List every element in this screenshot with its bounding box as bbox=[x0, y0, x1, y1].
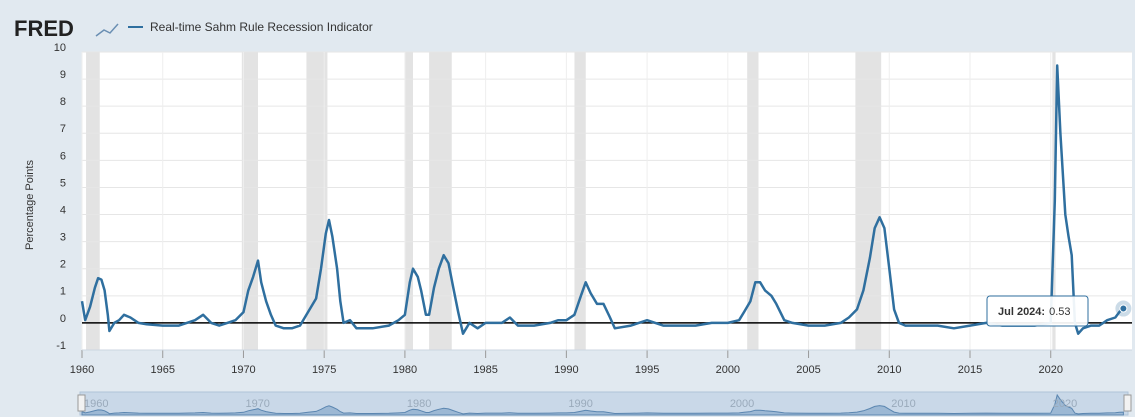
recession-band bbox=[574, 52, 586, 350]
tooltip-value: 0.53 bbox=[1049, 306, 1070, 318]
x-tick-label: 2010 bbox=[877, 364, 901, 376]
recession-band bbox=[86, 52, 100, 350]
series-line bbox=[80, 64, 1125, 335]
recession-band bbox=[404, 52, 413, 350]
y-tick-label: 3 bbox=[60, 232, 66, 244]
x-tick-label: 1980 bbox=[393, 364, 417, 376]
x-tick-label: 1965 bbox=[150, 364, 174, 376]
y-tick-label: 5 bbox=[60, 177, 66, 189]
legend-label[interactable]: Real-time Sahm Rule Recession Indicator bbox=[150, 20, 373, 34]
tooltip-label: Jul 2024: bbox=[998, 306, 1045, 318]
logo-icon bbox=[95, 23, 119, 37]
tooltip-text: Jul 2024: 0.53 bbox=[998, 306, 1071, 318]
x-tick-label: 2000 bbox=[716, 364, 740, 376]
y-tick-label: 6 bbox=[60, 150, 66, 162]
y-tick-label: 8 bbox=[60, 96, 66, 108]
x-tick-label: 1960 bbox=[70, 364, 94, 376]
navigator-label: 1960 bbox=[84, 398, 108, 410]
navigator-label: 2010 bbox=[891, 398, 915, 410]
y-tick-label: 4 bbox=[60, 204, 66, 216]
recession-band bbox=[306, 52, 328, 350]
x-tick-label: 1970 bbox=[231, 364, 255, 376]
navigator-area bbox=[81, 393, 1124, 416]
y-tick-label: 9 bbox=[60, 69, 66, 81]
y-tick-label: 1 bbox=[60, 286, 66, 298]
navigator-label: 1990 bbox=[568, 398, 592, 410]
recession-band bbox=[429, 52, 452, 350]
navigator-label: 2000 bbox=[730, 398, 754, 410]
x-tick-label: 1975 bbox=[312, 364, 336, 376]
logo[interactable]: FRED bbox=[14, 16, 74, 41]
y-tick-label: 0 bbox=[60, 313, 66, 325]
navigator-handle[interactable] bbox=[77, 394, 86, 412]
navigator-handle[interactable] bbox=[1123, 394, 1132, 412]
plot-area bbox=[82, 52, 1132, 350]
x-tick-label: 1990 bbox=[554, 364, 578, 376]
navigator-label: 1980 bbox=[407, 398, 431, 410]
navigator-label: 2020 bbox=[1053, 398, 1077, 410]
tooltip-box bbox=[986, 295, 1089, 327]
y-tick-label: 2 bbox=[60, 259, 66, 271]
y-tick-label: -1 bbox=[56, 340, 66, 352]
x-tick-label: 1985 bbox=[473, 364, 497, 376]
navigator-label: 1970 bbox=[245, 398, 269, 410]
hover-point bbox=[1119, 304, 1128, 313]
x-tick-label: 1995 bbox=[635, 364, 659, 376]
x-tick-label: 2005 bbox=[796, 364, 820, 376]
x-tick-label: 2015 bbox=[958, 364, 982, 376]
y-tick-label: 10 bbox=[54, 42, 66, 54]
y-axis-label: Percentage Points bbox=[24, 160, 36, 250]
y-tick-label: 7 bbox=[60, 123, 66, 135]
recession-band bbox=[747, 52, 759, 350]
x-tick-label: 2020 bbox=[1038, 364, 1062, 376]
